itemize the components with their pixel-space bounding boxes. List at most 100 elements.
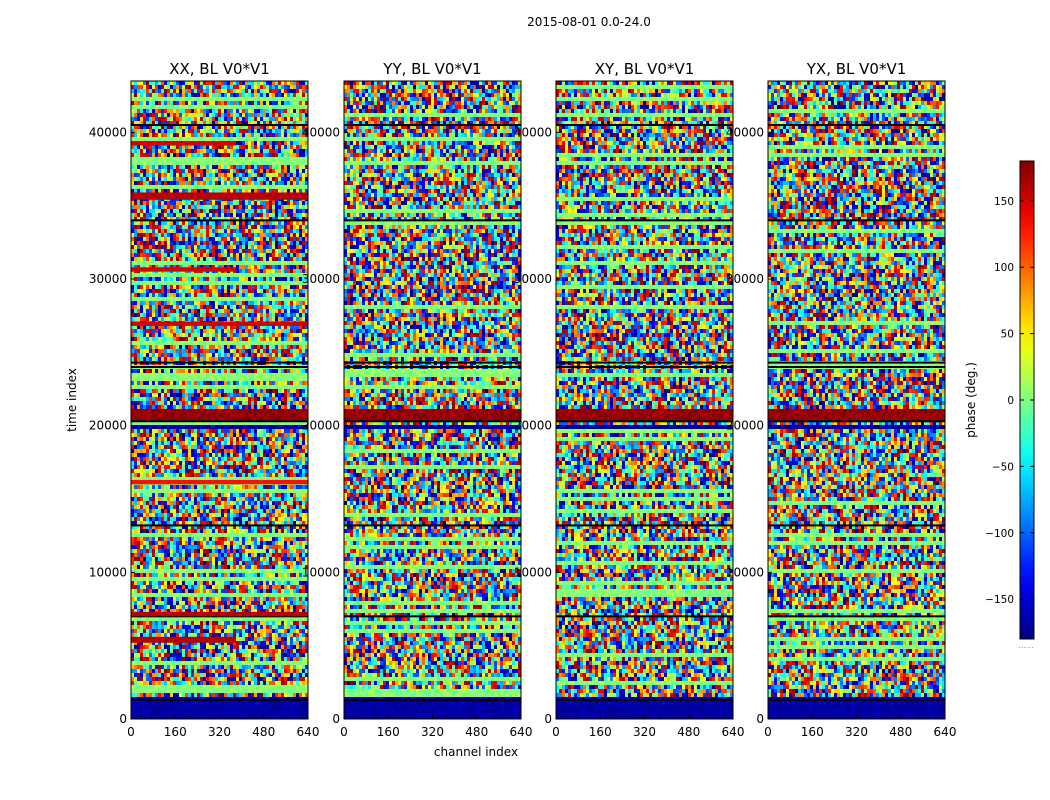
x-tick-label: 320 — [208, 725, 231, 739]
time-boundary-line — [556, 615, 733, 618]
phase-stripe — [131, 192, 308, 200]
y-tick-label: 20000 — [514, 419, 552, 433]
time-boundary-line — [344, 420, 521, 423]
y-tick-label: 30000 — [89, 272, 127, 286]
x-tick-label: 160 — [801, 725, 824, 739]
y-tick-label: 10000 — [89, 565, 127, 579]
x-tick-label: 640 — [934, 725, 957, 739]
x-tick-label: 160 — [589, 725, 612, 739]
time-boundary-line — [556, 524, 733, 527]
x-tick-label: 0 — [127, 725, 135, 739]
time-boundary-line — [556, 361, 733, 364]
phase-stripe — [131, 611, 308, 617]
y-tick-label: 30000 — [302, 272, 340, 286]
time-boundary-line — [556, 366, 733, 368]
x-axis-label: channel index — [434, 745, 518, 759]
time-boundary-line — [556, 420, 733, 423]
y-axis-label: time index — [65, 368, 79, 432]
time-boundary-line — [768, 366, 945, 368]
colorbar-label: phase (deg.) — [964, 362, 978, 438]
time-boundary-line — [768, 698, 945, 701]
colorbar: −150 −100 −50 0 50 100 150 phase (deg.)...... — [964, 160, 1035, 650]
time-boundary-line — [344, 698, 521, 701]
phase-stripe — [131, 636, 237, 643]
y-tick-label: 40000 — [302, 125, 340, 139]
phase-stripe — [131, 267, 237, 272]
y-tick-label: 20000 — [726, 419, 764, 433]
x-tick-label: 160 — [377, 725, 400, 739]
y-tick-label: 20000 — [89, 419, 127, 433]
time-boundary-line — [768, 420, 945, 423]
y-tick-label: 40000 — [514, 125, 552, 139]
y-tick-label: 40000 — [726, 125, 764, 139]
x-tick-label: 160 — [164, 725, 187, 739]
x-tick-label: 320 — [421, 725, 444, 739]
time-boundary-line — [768, 361, 945, 364]
panel-1: YY, BL V0*V1 0 160 320 480 640 0 10000 20000 3000… — [302, 60, 533, 739]
time-boundary-line — [131, 366, 308, 368]
time-boundary-line — [131, 219, 308, 222]
y-tick-label: 10000 — [514, 565, 552, 579]
time-boundary-line — [768, 524, 945, 527]
time-boundary-line — [556, 698, 733, 701]
x-tick-label: 480 — [465, 725, 488, 739]
time-boundary-line — [131, 361, 308, 364]
x-tick-label: 320 — [845, 725, 868, 739]
panel-title: YX, BL V0*V1 — [806, 60, 907, 78]
y-tick-label: 0 — [756, 712, 764, 726]
x-tick-label: 480 — [889, 725, 912, 739]
time-boundary-line — [556, 219, 733, 222]
x-tick-label: 640 — [297, 725, 320, 739]
x-tick-label: 0 — [764, 725, 772, 739]
time-boundary-line — [344, 124, 521, 126]
time-boundary-line — [768, 124, 945, 126]
colorbar-extra-text: ...... — [1018, 641, 1033, 650]
colorbar-tick-label: −100 — [985, 528, 1014, 540]
colorbar-tick-label: 100 — [994, 262, 1014, 274]
colorbar-tick-label: 150 — [994, 196, 1014, 208]
y-tick-label: 30000 — [726, 272, 764, 286]
heatmap-image-3 — [768, 81, 945, 719]
y-tick-label: 0 — [332, 712, 340, 726]
time-boundary-line — [344, 524, 521, 527]
colorbar-tick-label: 50 — [1001, 329, 1014, 341]
colorbar-tick-label: 0 — [1007, 395, 1014, 407]
time-boundary-line — [556, 124, 733, 126]
x-tick-label: 320 — [633, 725, 656, 739]
x-tick-label: 0 — [552, 725, 560, 739]
panel-2: XY, BL V0*V1 0 160 320 480 640 0 10000 20000 3000… — [514, 60, 745, 739]
panel-0: XX, BL V0*V1 0 160 320 480 640 0 10000 20000 3000… — [89, 60, 320, 739]
time-boundary-line — [131, 420, 308, 423]
x-tick-label: 0 — [340, 725, 348, 739]
y-tick-label: 0 — [119, 712, 127, 726]
heatmap-image-2 — [556, 81, 733, 719]
time-boundary-line — [344, 615, 521, 618]
x-tick-label: 480 — [677, 725, 700, 739]
heatmap-image-1 — [344, 81, 521, 719]
colorbar-tick-label: −150 — [985, 594, 1014, 606]
panel-title: YY, BL V0*V1 — [382, 60, 481, 78]
y-tick-label: 40000 — [89, 125, 127, 139]
y-tick-label: 0 — [544, 712, 552, 726]
time-boundary-line — [344, 219, 521, 222]
heatmap-image-0 — [131, 81, 308, 719]
time-boundary-line — [131, 124, 308, 126]
x-tick-label: 640 — [722, 725, 745, 739]
y-tick-label: 30000 — [514, 272, 552, 286]
colorbar-tick-label: −50 — [992, 461, 1014, 473]
time-boundary-line — [768, 615, 945, 618]
time-boundary-line — [344, 361, 521, 364]
time-boundary-line — [131, 524, 308, 527]
y-tick-label: 20000 — [302, 419, 340, 433]
time-boundary-line — [768, 219, 945, 222]
panel-title: XY, BL V0*V1 — [595, 60, 695, 78]
phase-stripe — [131, 479, 308, 485]
phase-stripe — [131, 141, 237, 146]
phase-stripe — [131, 321, 308, 326]
time-boundary-line — [344, 366, 521, 368]
panels: XX, BL V0*V1 0 160 320 480 640 0 10000 20000 3000… — [89, 60, 957, 739]
x-tick-label: 640 — [510, 725, 533, 739]
y-tick-label: 10000 — [726, 565, 764, 579]
time-boundary-line — [131, 698, 308, 701]
